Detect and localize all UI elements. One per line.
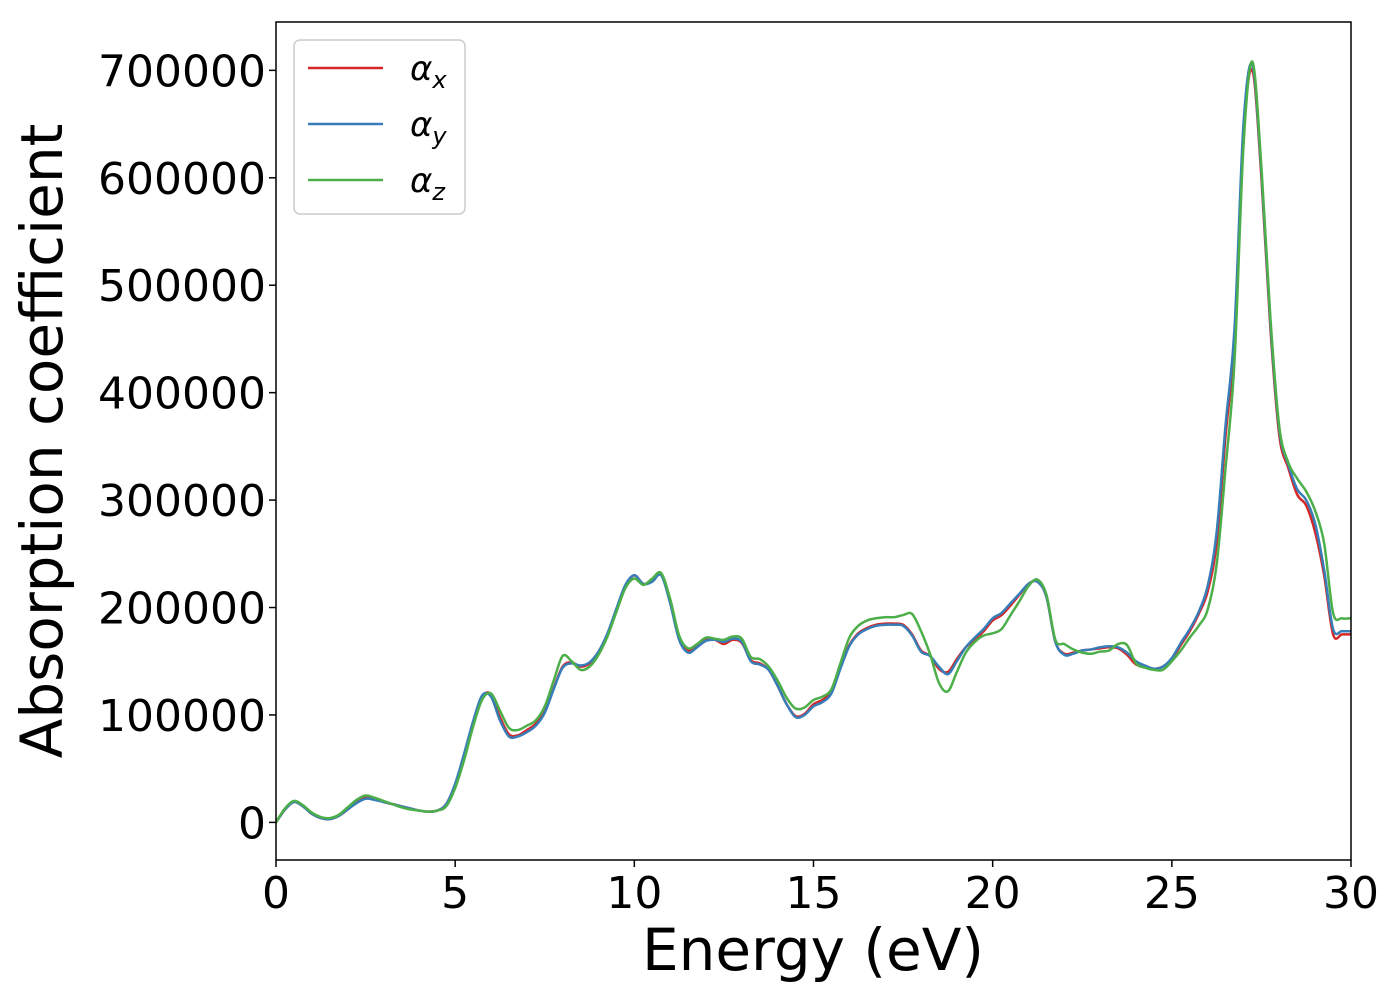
y-tick-label: 200000 (98, 584, 266, 635)
legend: αx αy αz (293, 39, 466, 215)
legend-items: αx αy αz (308, 49, 447, 206)
legend-box (293, 39, 466, 215)
y-axis: 0 100000 200000 300000 400000 500000 600000 700… (98, 46, 276, 849)
y-tick-label: 600000 (98, 154, 266, 205)
y-tick-label: 500000 (98, 261, 266, 312)
x-tick-label: 10 (606, 868, 662, 919)
x-tick-label: 30 (1323, 868, 1379, 919)
legend-label-x: αx (410, 49, 447, 94)
series-layer (276, 60, 1351, 824)
series-line-z (276, 60, 1351, 824)
x-tick-label: 20 (965, 868, 1021, 919)
y-tick-label: 700000 (98, 46, 266, 97)
x-tick-label: 0 (262, 868, 290, 919)
x-tick-label: 15 (786, 868, 842, 919)
y-tick-label: 0 (238, 798, 266, 849)
x-axis: 0 5 10 15 20 25 30 (262, 860, 1379, 919)
legend-label-y: αy (410, 105, 447, 150)
legend-label-z: αz (410, 161, 446, 206)
y-tick-label: 100000 (98, 691, 266, 742)
x-tick-label: 5 (441, 868, 469, 919)
y-axis-label: Absorption coefficient (8, 124, 76, 759)
x-tick-label: 25 (1144, 868, 1200, 919)
series-line-y (276, 62, 1351, 824)
x-axis-label: Energy (eV) (642, 916, 984, 984)
y-tick-label: 400000 (98, 369, 266, 420)
plot-area (275, 21, 1352, 861)
y-tick-label: 300000 (98, 476, 266, 527)
